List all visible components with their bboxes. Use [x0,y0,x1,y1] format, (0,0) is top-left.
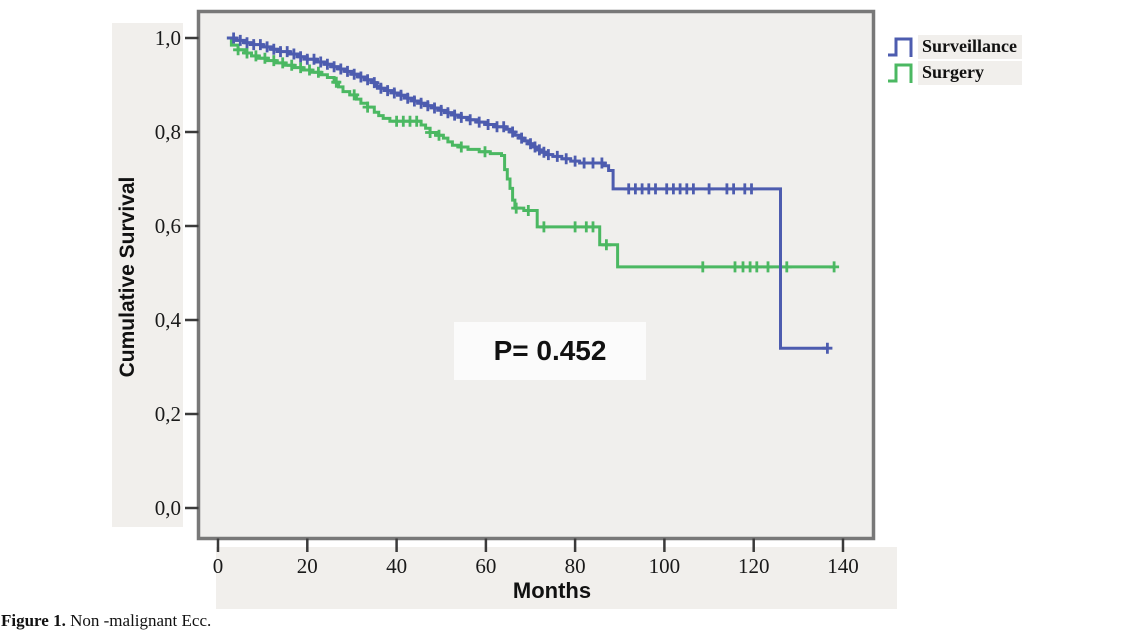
x-tick-label: 80 [565,554,586,578]
caption-figure-number: Figure 1. [1,611,66,630]
y-tick-label: 0,4 [155,308,182,332]
x-axis-title: Months [512,578,592,603]
plot-area [196,9,876,541]
surveillance-step-line-icon [888,37,913,57]
legend-item-surgery: Surgery [886,60,1022,86]
x-tick-label: 40 [386,554,407,578]
y-axis-label-band [112,23,183,527]
p-value-annotation: P= 0.452 [454,322,646,380]
x-axis-label-band [216,547,897,609]
surgery-step-line-icon [888,63,913,83]
x-tick-label: 120 [738,554,770,578]
figure-caption: Figure 1. Non -malignant Ecc. [1,611,211,631]
surveillance-censor-marks [228,32,833,354]
legend-label-surgery: Surgery [918,61,1022,85]
legend-label-surveillance: Surveillance [918,35,1022,59]
y-axis-title: Cumulative Survival [116,176,139,378]
legend-item-surveillance: Surveillance [886,34,1022,60]
y-tick-label: 1,0 [155,26,181,50]
y-tick-label: 0,0 [155,496,181,520]
x-tick-label: 140 [827,554,859,578]
y-tick-label: 0,6 [155,214,181,238]
y-tick-label: 0,2 [155,402,181,426]
x-tick-label: 100 [649,554,681,578]
y-tick-label: 0,8 [155,120,181,144]
x-tick-label: 0 [213,554,224,578]
surgery-censor-marks [233,44,840,273]
legend: Surveillance Surgery [886,34,1022,86]
caption-text: Non -malignant Ecc. [65,611,212,630]
x-tick-label: 20 [297,554,318,578]
x-tick-label: 60 [475,554,496,578]
